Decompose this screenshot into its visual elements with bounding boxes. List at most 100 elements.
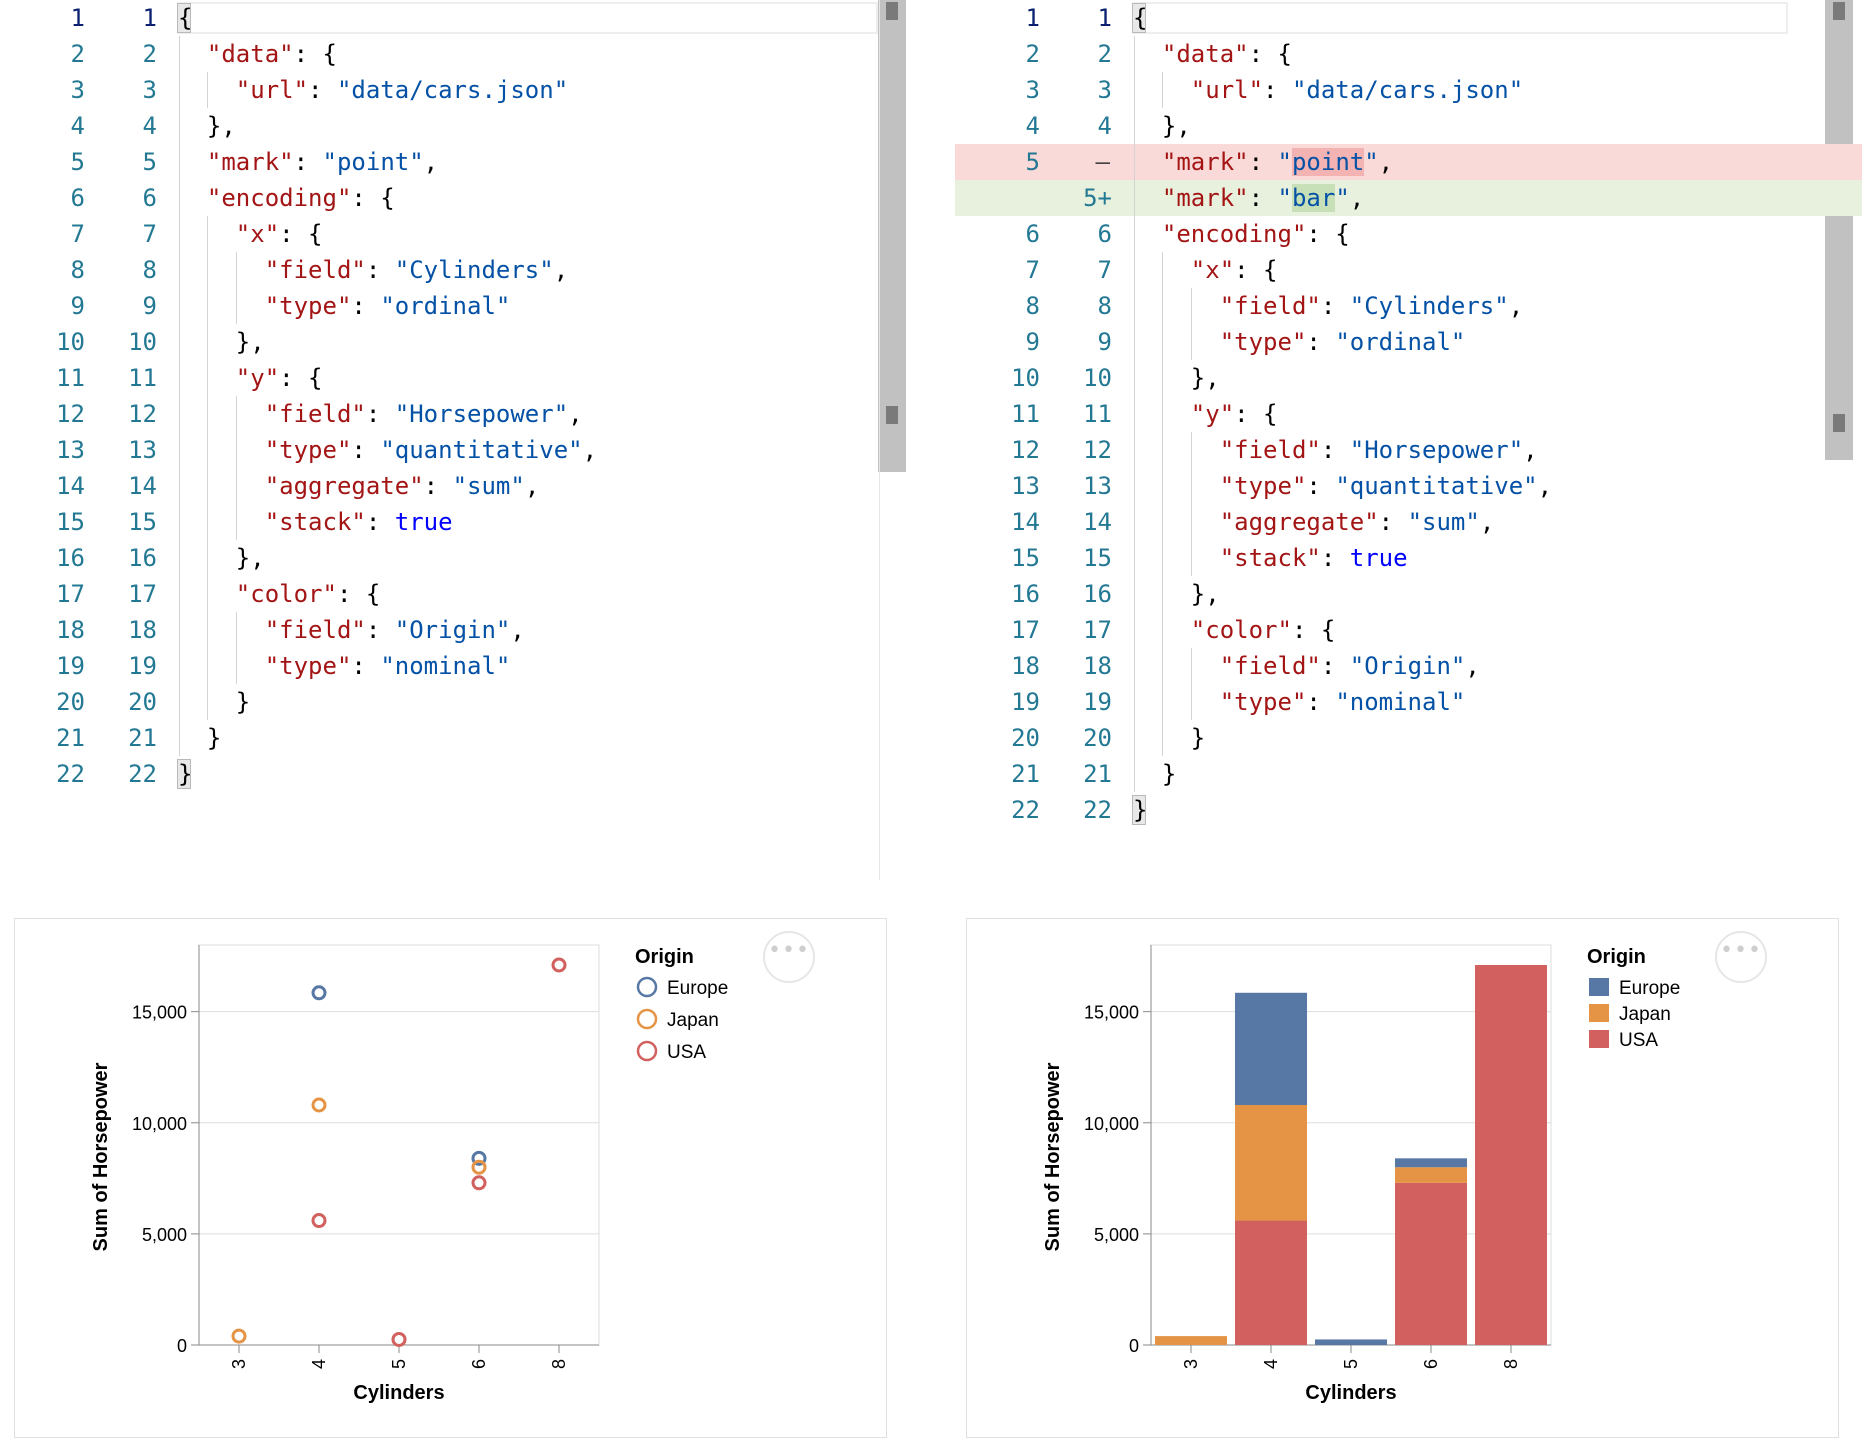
code-token: } [1133,760,1177,788]
code-line[interactable]: 7 7 "x": { [955,252,1862,288]
code-line[interactable]: 17 17 "color": { [955,612,1862,648]
bracket-match-close [177,759,191,789]
y-tick-label: 15,000 [132,1003,187,1023]
code-line[interactable]: 18 18 "field": "Origin", [0,612,910,648]
code-line[interactable]: 6 6 "encoding": { [0,180,910,216]
code-token [1133,220,1162,248]
code-token: : { [293,40,337,68]
code-line[interactable]: 3 3 "url": "data/cars.json" [0,72,910,108]
code-line[interactable]: 12 12 "field": "Horsepower", [955,432,1862,468]
editor-scrollbar[interactable] [878,0,906,472]
code-line[interactable]: 14 14 "aggregate": "sum", [0,468,910,504]
code-line[interactable]: 21 21 } [0,720,910,756]
line-number-modified: 5 [142,148,157,176]
code-line[interactable]: 4 4 }, [0,108,910,144]
code-line-added[interactable]: 5+ "mark": "bar", [955,180,1862,216]
code-token: "x" [1190,256,1235,284]
code-token: "Horsepower" [1349,436,1524,464]
line-number-original: 18 [1011,652,1040,680]
legend-label: Europe [1619,978,1680,999]
code-text: }, [1133,360,1220,396]
right-code-editor[interactable]: 1 1{2 2 "data": {3 3 "url": "data/cars.json… [955,0,1862,880]
more-actions-button[interactable]: ••• [763,931,815,983]
code-text: "type": "quantitative", [1133,468,1552,504]
code-line-removed[interactable]: 5 — "mark": "point", [955,144,1862,180]
code-line[interactable]: 22 22} [0,756,910,792]
code-text: "field": "Horsepower", [1133,432,1538,468]
code-line[interactable]: 17 17 "color": { [0,576,910,612]
code-line[interactable]: 8 8 "field": "Cylinders", [0,252,910,288]
code-token: : { [1234,256,1278,284]
code-token: : [1248,184,1278,212]
left-code-editor[interactable]: 1 1{2 2 "data": {3 3 "url": "data/cars.json… [0,0,910,880]
code-line[interactable]: 18 18 "field": "Origin", [955,648,1862,684]
code-line[interactable]: 13 13 "type": "quantitative", [955,468,1862,504]
code-token: "url" [235,76,309,104]
line-number-modified: 10 [128,328,157,356]
code-line[interactable]: 10 10 }, [955,360,1862,396]
line-number-modified: 12 [1083,436,1112,464]
data-point-usa [551,957,567,973]
line-number-modified: 20 [128,688,157,716]
code-line[interactable]: 10 10 }, [0,324,910,360]
bracket-match-open [1132,3,1146,33]
code-token: }, [178,544,265,572]
y-tick-label: 10,000 [1084,1114,1139,1134]
line-number-modified: 14 [1083,508,1112,536]
code-line[interactable]: 9 9 "type": "ordinal" [0,288,910,324]
indent-guide [1191,288,1192,360]
code-line[interactable]: 20 20 } [955,720,1862,756]
line-number-modified: 19 [1083,688,1112,716]
bar-segment-japan [1155,1336,1227,1345]
code-token: : { [279,364,323,392]
code-token: "mark" [1161,148,1249,176]
code-line[interactable]: 9 9 "type": "ordinal" [955,324,1862,360]
code-line[interactable]: 4 4 }, [955,108,1862,144]
scrollbar-cursor-marker [886,406,898,424]
code-line[interactable]: 15 15 "stack": true [0,504,910,540]
code-line[interactable]: 3 3 "url": "data/cars.json" [955,72,1862,108]
code-line[interactable]: 13 13 "type": "quantitative", [0,432,910,468]
code-line[interactable]: 16 16 }, [0,540,910,576]
code-line[interactable]: 12 12 "field": "Horsepower", [0,396,910,432]
more-actions-button[interactable]: ••• [1715,931,1767,983]
code-line[interactable]: 22 22} [955,792,1862,828]
code-token: : [365,400,395,428]
code-token: : [365,616,395,644]
code-line[interactable]: 15 15 "stack": true [955,540,1862,576]
editor-scrollbar[interactable] [1825,0,1853,460]
x-tick-label: 4 [1261,1359,1281,1369]
code-line[interactable]: 19 19 "type": "nominal" [0,648,910,684]
line-number-original: 13 [56,436,85,464]
code-line[interactable]: 19 19 "type": "nominal" [955,684,1862,720]
code-line[interactable]: 6 6 "encoding": { [955,216,1862,252]
code-text: } [1133,756,1176,792]
code-line[interactable]: 16 16 }, [955,576,1862,612]
line-number-original: 20 [1011,724,1040,752]
line-number-original: 16 [56,544,85,572]
code-line[interactable]: 7 7 "x": { [0,216,910,252]
code-line[interactable]: 11 11 "y": { [955,396,1862,432]
code-token [1133,508,1220,536]
line-number-original: 2 [1025,40,1040,68]
code-line[interactable]: 11 11 "y": { [0,360,910,396]
code-line[interactable]: 8 8 "field": "Cylinders", [955,288,1862,324]
code-line[interactable]: 2 2 "data": { [955,36,1862,72]
code-line[interactable]: 1 1 { [0,0,910,36]
code-token: "Cylinders" [1349,292,1509,320]
code-line[interactable]: 2 2 "data": { [0,36,910,72]
code-line[interactable]: 20 20 } [0,684,910,720]
legend-title: Origin [1587,946,1646,968]
code-token: "nominal" [1335,688,1466,716]
line-number-original: 14 [1011,508,1040,536]
code-token [1133,436,1220,464]
code-token [178,652,265,680]
code-line[interactable]: 14 14 "aggregate": "sum", [955,504,1862,540]
bar-chart-panel: 0 5,000 10,000 15,000 3 4 5 6 8 Cylinders Sum of H… [966,918,1839,1438]
x-axis-title: Cylinders [353,1382,444,1404]
code-text: "field": "Origin", [178,612,525,648]
code-line[interactable]: 5 5 "mark": "point", [0,144,910,180]
code-line[interactable]: 21 21 } [955,756,1862,792]
code-line[interactable]: 1 1 { [955,0,1862,36]
x-tick-label: 8 [1501,1359,1521,1369]
